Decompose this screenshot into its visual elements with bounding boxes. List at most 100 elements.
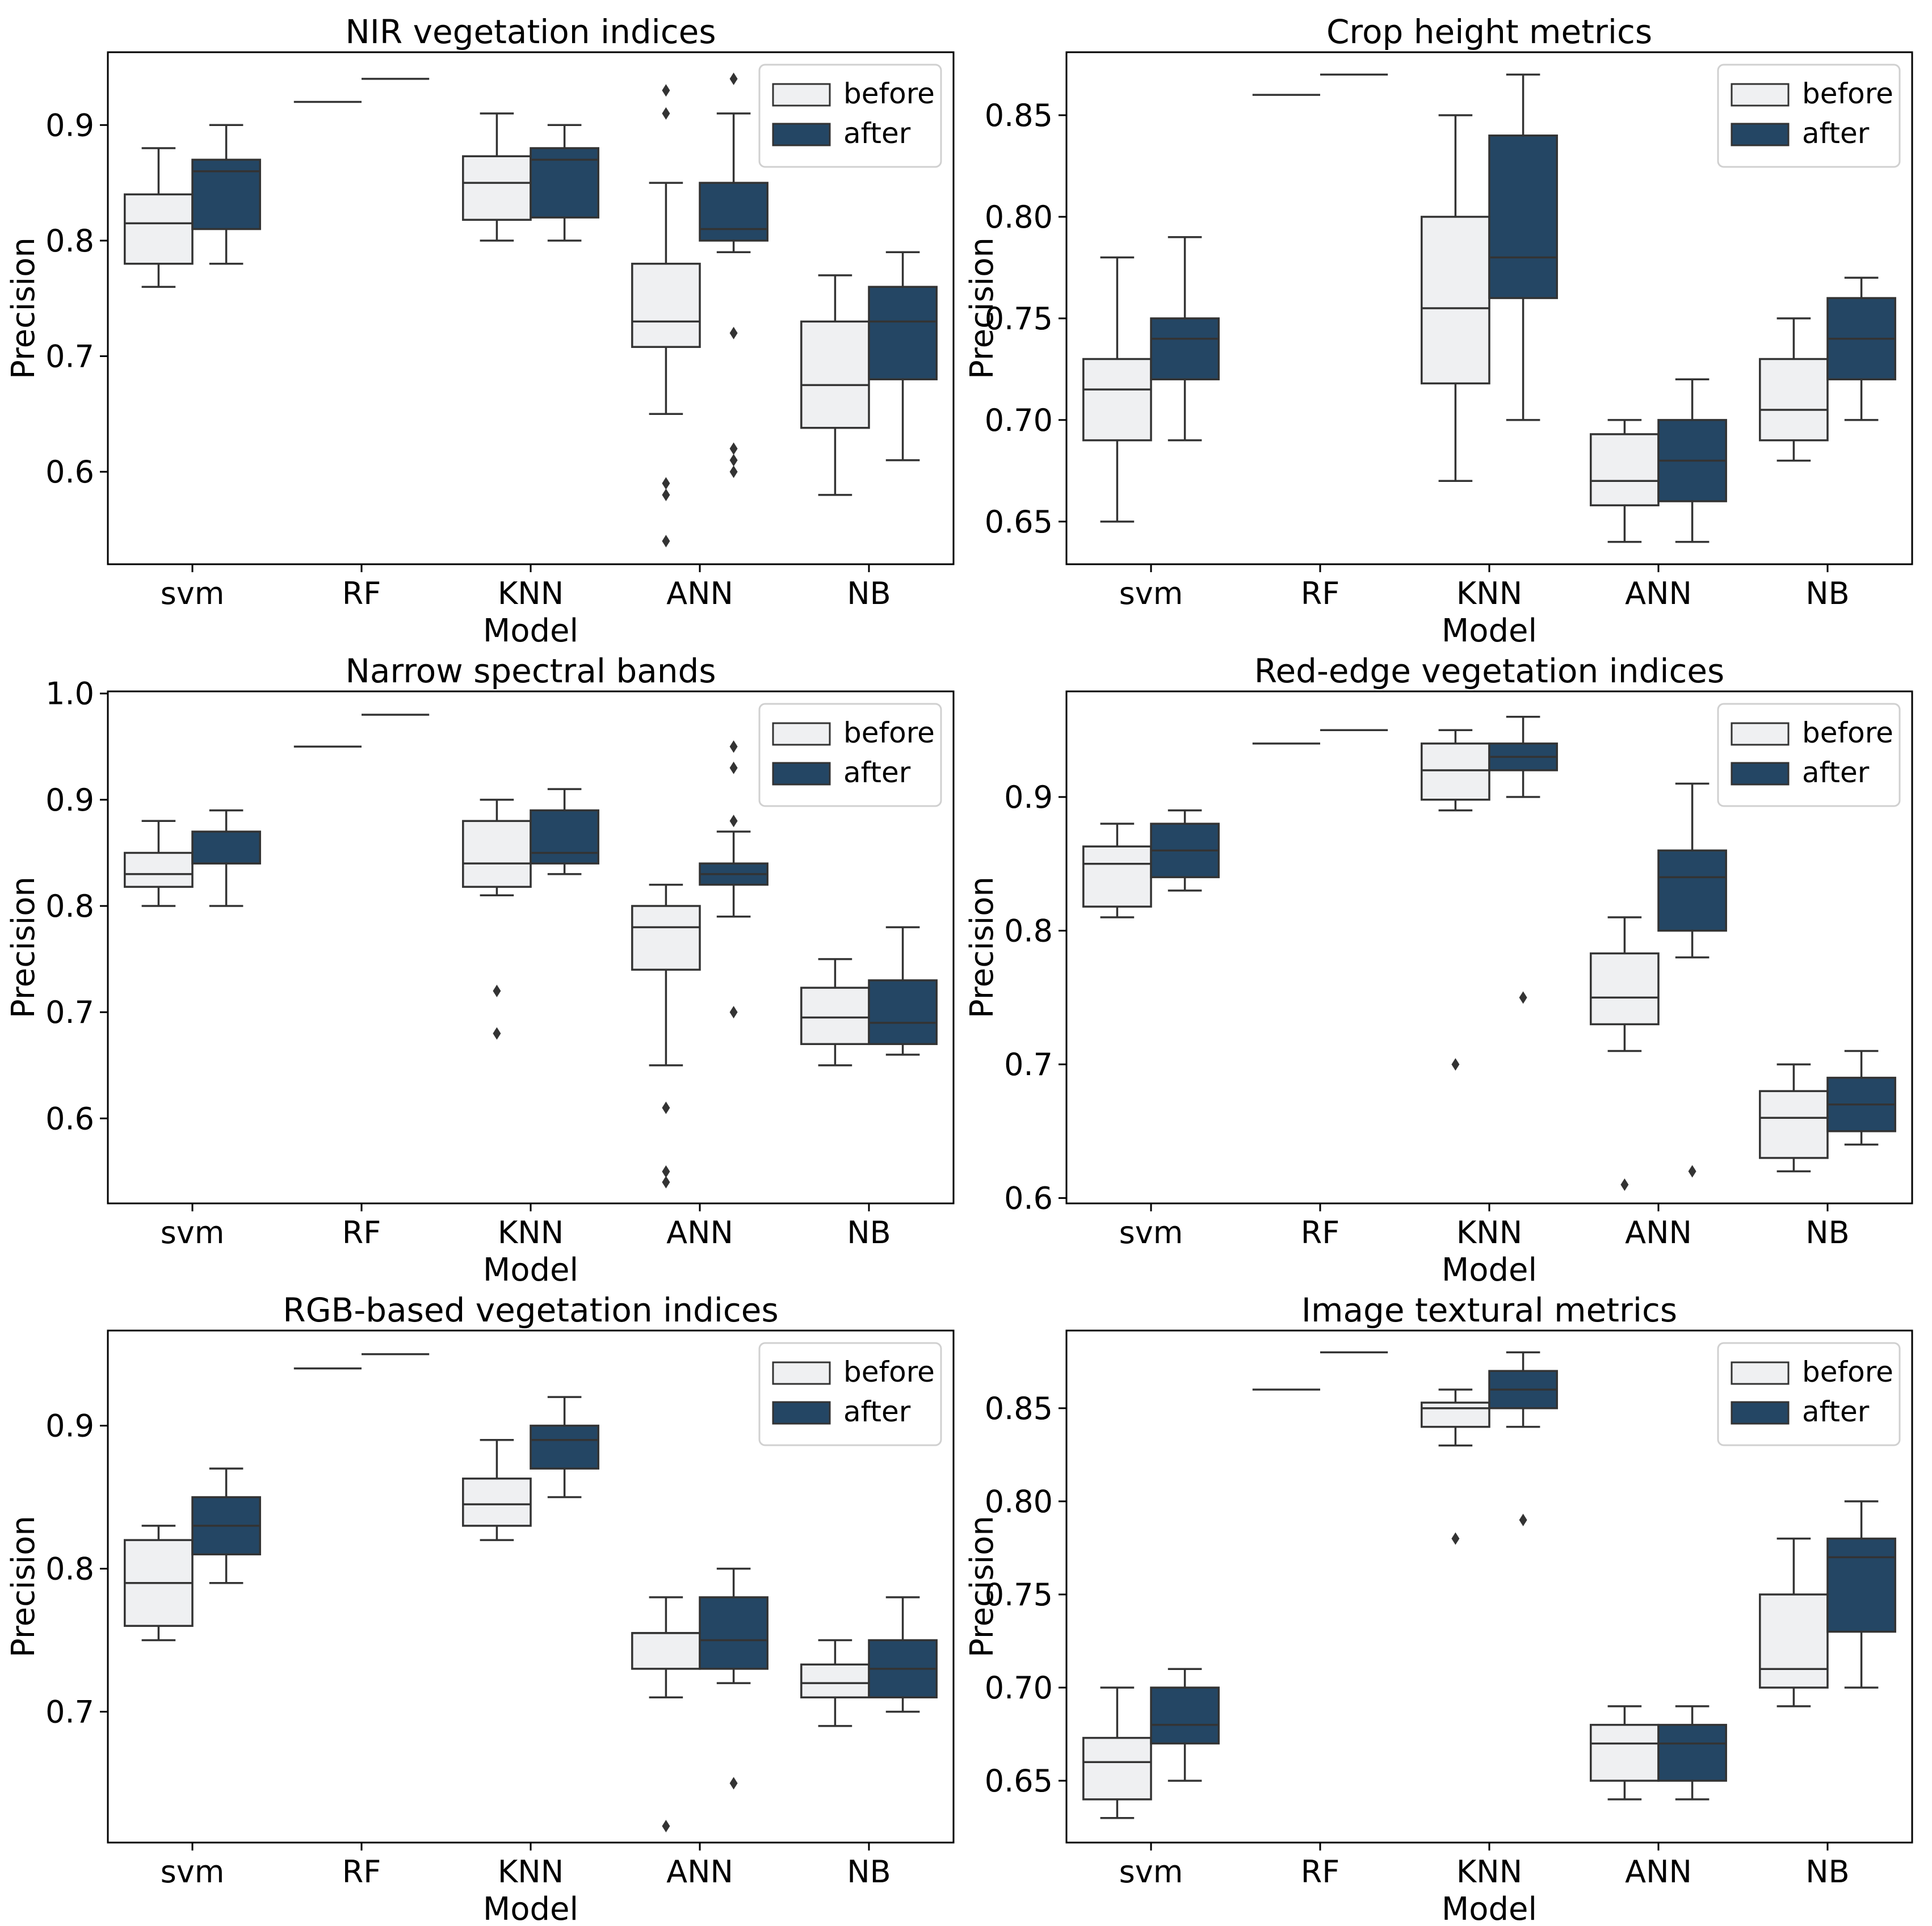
box-after-ANN — [699, 740, 768, 1019]
legend-label-before: before — [1802, 77, 1893, 110]
outlier-point — [729, 465, 738, 479]
iqr-box — [699, 182, 768, 242]
x-tick-label: KNN — [498, 1854, 564, 1890]
legend: before after — [758, 703, 942, 807]
legend-swatch-before — [1731, 83, 1790, 107]
outlier-point — [662, 84, 670, 97]
box-after-KNN — [530, 124, 599, 242]
outlier-point — [662, 1176, 670, 1189]
y-tick-label: 0.85 — [985, 1391, 1053, 1426]
outlier-point — [662, 477, 670, 490]
y-tick-label: 0.80 — [985, 199, 1053, 235]
y-tick-label: 0.70 — [985, 402, 1053, 438]
outlier-point — [729, 740, 738, 753]
legend-label-after: after — [843, 117, 911, 150]
iqr-box — [800, 320, 870, 429]
iqr-box — [1590, 1723, 1660, 1782]
x-tick-label: svm — [161, 1854, 225, 1890]
y-tick-label: 0.8 — [45, 223, 94, 259]
x-tick-label: ANN — [666, 576, 733, 611]
x-axis-label: Model — [483, 1252, 578, 1289]
iqr-box — [462, 1478, 532, 1527]
box-before-NB — [800, 958, 870, 1067]
outlier-point — [729, 442, 738, 455]
box-before-KNN — [1421, 1388, 1490, 1545]
box-after-svm — [1150, 236, 1220, 442]
box-after-NB — [868, 1596, 938, 1713]
iqr-box — [1082, 1736, 1152, 1801]
outlier-point — [729, 454, 738, 467]
y-axis-label: Precision — [5, 237, 42, 379]
iqr-box — [530, 1424, 599, 1470]
box-before-ANN — [631, 883, 701, 1189]
box-before-ANN — [1590, 1705, 1660, 1801]
box-after-ANN — [1657, 782, 1727, 1178]
y-axis-label: Precision — [964, 237, 1001, 379]
x-tick-label: RF — [342, 576, 381, 611]
iqr-box — [124, 851, 194, 888]
x-axis-label: Model — [1442, 1891, 1537, 1926]
outlier-point — [662, 488, 670, 501]
y-tick-label: 0.75 — [985, 301, 1053, 337]
y-axis-label: Precision — [5, 1516, 42, 1658]
box-after-svm — [1150, 809, 1220, 892]
plot-frame — [1065, 690, 1913, 1205]
y-tick-label: 0.7 — [45, 1694, 94, 1730]
iqr-box — [631, 262, 701, 348]
y-tick-label: 0.75 — [985, 1577, 1053, 1613]
outlier-point — [1451, 1532, 1460, 1545]
box-after-NB — [1826, 276, 1896, 421]
box-before-svm — [124, 820, 194, 907]
box-after-KNN — [1488, 715, 1558, 1004]
box-before-ANN — [1590, 419, 1660, 543]
iqr-box — [1082, 358, 1152, 442]
y-tick-label: 0.6 — [1004, 1181, 1053, 1216]
box-after-svm — [191, 809, 261, 907]
chart-panel-6: Image textural metrics 0.65 0.70 0.75 0.80 0.… — [964, 1291, 1913, 1926]
box-after-svm — [191, 1467, 261, 1584]
y-tick-label: 0.65 — [985, 1763, 1053, 1799]
outlier-point — [662, 1165, 670, 1178]
y-tick-label: 0.6 — [45, 1101, 94, 1136]
legend-swatch-after — [1731, 123, 1790, 146]
iqr-box — [1150, 1686, 1220, 1745]
x-axis-label: Model — [1442, 1252, 1537, 1289]
legend-swatch-after — [1731, 762, 1790, 786]
x-axis-label: Model — [1442, 612, 1537, 649]
box-after-NB — [868, 251, 938, 461]
iqr-box — [1759, 1090, 1829, 1159]
iqr-box — [868, 979, 938, 1046]
iqr-box — [530, 809, 599, 865]
box-before-ANN — [1590, 916, 1660, 1191]
box-after-KNN — [530, 788, 599, 875]
box-after-NB — [1826, 1050, 1896, 1146]
legend-swatch-before — [772, 1361, 831, 1385]
outlier-point — [662, 535, 670, 548]
legend-label-before: before — [1802, 716, 1893, 749]
box-after-ANN — [699, 72, 768, 479]
legend-label-before: before — [843, 77, 935, 110]
outlier-point — [729, 1006, 738, 1019]
chart-panel-2: Crop height metrics 0.65 0.70 0.75 0.80 0.85 P… — [964, 12, 1913, 649]
x-tick-label: NB — [847, 576, 891, 611]
y-axis-label: Precision — [964, 876, 1001, 1018]
y-axis-label: Precision — [964, 1516, 1001, 1658]
box-after-KNN — [1488, 73, 1558, 421]
outlier-point — [729, 1777, 738, 1790]
iqr-box — [631, 905, 701, 971]
legend: before after — [758, 1342, 942, 1446]
chart-title: NIR vegetation indices — [345, 12, 716, 51]
legend-swatch-before — [1731, 1361, 1790, 1385]
box-before-NB — [800, 274, 870, 496]
legend: before after — [1717, 703, 1901, 807]
y-tick-label: 0.8 — [45, 888, 94, 924]
outlier-point — [729, 72, 738, 85]
chart-panel-5: RGB-based vegetation indices 0.7 0.8 0.9 Pre… — [5, 1291, 955, 1926]
box-before-KNN — [462, 112, 532, 242]
x-tick-label: NB — [1805, 1215, 1849, 1251]
y-tick-label: 0.7 — [45, 338, 94, 374]
y-tick-label: 0.7 — [45, 995, 94, 1030]
iqr-box — [1421, 216, 1490, 385]
plot-frame — [107, 51, 955, 565]
